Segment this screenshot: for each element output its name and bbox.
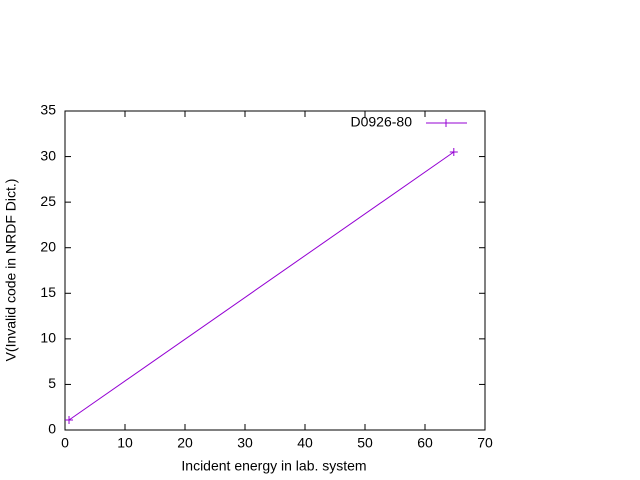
- x-tick-label: 60: [417, 435, 433, 451]
- y-tick-label: 10: [40, 330, 56, 346]
- y-tick-label: 20: [40, 238, 56, 254]
- plot-border: [64, 110, 486, 431]
- x-tick-label: 10: [117, 435, 133, 451]
- x-tick-label: 50: [357, 435, 373, 451]
- legend-label: D0926-80: [351, 114, 413, 130]
- y-tick-label: 35: [40, 102, 56, 118]
- x-tick-label: 70: [477, 435, 493, 451]
- point: [65, 415, 74, 424]
- x-tick-label: 40: [297, 435, 313, 451]
- y-tick-label: 15: [40, 284, 56, 300]
- y-tick-label: 30: [40, 147, 56, 163]
- point: [449, 148, 458, 157]
- x-tick-label: 30: [237, 435, 253, 451]
- x-tick-label: 20: [177, 435, 193, 451]
- y-axis-label: V(Invalid code in NRDF Dict.): [3, 179, 19, 362]
- y-tick-label: 25: [40, 193, 56, 209]
- x-tick-label: 0: [61, 435, 69, 451]
- legend-marker: [442, 119, 450, 127]
- x-axis-label: Incident energy in lab. system: [181, 458, 366, 474]
- y-tick-label: 5: [48, 375, 56, 391]
- y-tick-label: 0: [48, 421, 56, 437]
- series-line: [68, 151, 455, 421]
